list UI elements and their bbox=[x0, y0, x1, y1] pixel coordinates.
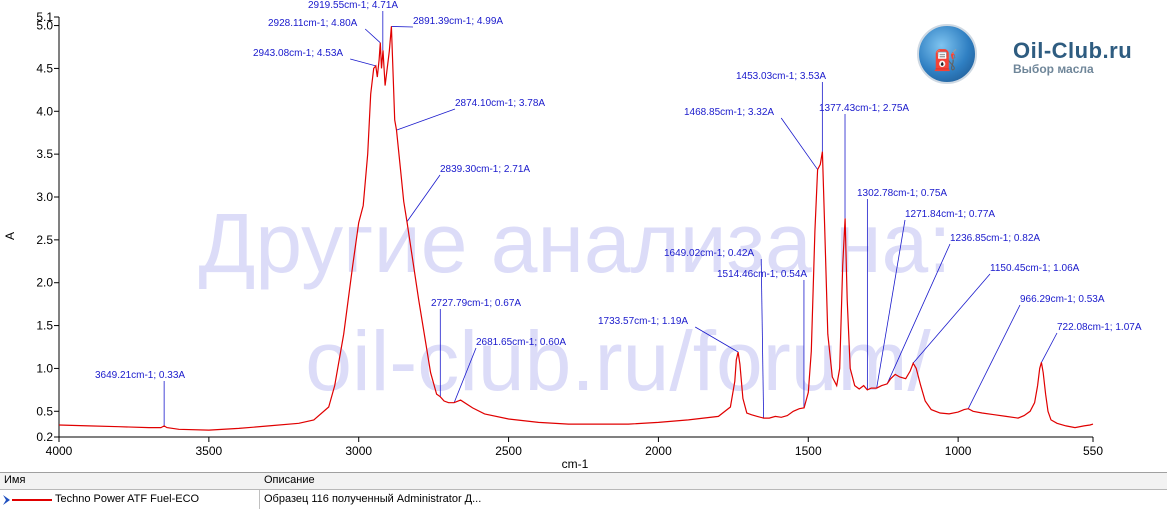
peak-label: 2919.55cm-1; 4.71A bbox=[308, 0, 398, 11]
legend-series-name: Techno Power ATF Fuel-ECO bbox=[55, 493, 200, 505]
peak-label: 3649.21cm-1; 0.33A bbox=[95, 370, 185, 381]
peak-leader-line bbox=[1041, 332, 1058, 363]
x-tick-label: 3500 bbox=[196, 444, 223, 458]
peak-leader-line bbox=[391, 26, 414, 28]
peak-label: 1302.78cm-1; 0.75A bbox=[857, 188, 947, 199]
x-axis-label: cm-1 bbox=[562, 457, 589, 471]
y-tick-label: 1.5 bbox=[36, 319, 53, 333]
peak-label: 1649.02cm-1; 0.42A bbox=[664, 248, 754, 259]
logo-emblem: ⛽ bbox=[917, 24, 977, 84]
y-tick-label: 0.2 bbox=[36, 430, 53, 444]
peak-label: 1468.85cm-1; 3.32A bbox=[684, 107, 774, 118]
column-header-description[interactable]: Описание bbox=[264, 474, 315, 486]
arrow-icon bbox=[3, 495, 10, 505]
x-tick-label: 1000 bbox=[945, 444, 972, 458]
peak-label: 1236.85cm-1; 0.82A bbox=[950, 233, 1040, 244]
peak-label: 966.29cm-1; 0.53A bbox=[1020, 294, 1105, 305]
peak-label: 2839.30cm-1; 2.71A bbox=[440, 164, 530, 175]
oil-club-logo: ⛽ Oil-Club.ru Выбор масла bbox=[917, 24, 1147, 84]
series-swatch bbox=[3, 495, 52, 505]
peak-annotations: 3649.21cm-1; 0.33A 2943.08cm-1; 4.53A 2928… bbox=[95, 0, 1142, 426]
x-tick-label: 2500 bbox=[495, 444, 522, 458]
peak-label: 2928.11cm-1; 4.80A bbox=[268, 18, 358, 29]
y-tick-label: 4.0 bbox=[36, 104, 53, 118]
y-axis-label: A bbox=[3, 232, 17, 240]
x-tick-label: 2000 bbox=[645, 444, 672, 458]
peak-leader-line bbox=[886, 243, 951, 385]
legend-table: Имя Описание Techno Power ATF Fuel-ECO О… bbox=[0, 472, 1167, 510]
logo-subtitle: Выбор масла bbox=[1013, 62, 1094, 76]
logo-title: Oil-Club.ru bbox=[1013, 38, 1133, 63]
peak-label: 1514.46cm-1; 0.54A bbox=[717, 269, 807, 280]
x-tick-label: 1500 bbox=[795, 444, 822, 458]
legend-row[interactable]: Techno Power ATF Fuel-ECO Образец 116 по… bbox=[0, 490, 1167, 508]
peak-leader-line bbox=[876, 219, 906, 389]
peak-leader-line bbox=[396, 108, 456, 131]
y-tick-label: 1.0 bbox=[36, 361, 53, 375]
y-tick-label: 2.0 bbox=[36, 276, 53, 290]
peak-label: 1377.43cm-1; 2.75A bbox=[819, 103, 909, 114]
y-tick-label: 0.5 bbox=[36, 404, 53, 418]
series-layer bbox=[58, 26, 1094, 431]
peak-label: 722.08cm-1; 1.07A bbox=[1057, 322, 1142, 333]
peak-label: 2727.79cm-1; 0.67A bbox=[431, 298, 521, 309]
y-tick-label: 4.5 bbox=[36, 61, 53, 75]
spectrum-chart: Другие анализа на: oil-club.ru/forum/ 40… bbox=[3, 0, 1142, 471]
peak-leader-line bbox=[694, 326, 739, 353]
peak-label: 2874.10cm-1; 3.78A bbox=[455, 98, 545, 109]
peak-label: 2891.39cm-1; 4.99A bbox=[413, 16, 503, 27]
peak-leader-line bbox=[406, 174, 441, 223]
column-separator bbox=[259, 473, 260, 509]
peak-leader-line bbox=[760, 258, 765, 419]
peak-label: 1150.45cm-1; 1.06A bbox=[990, 263, 1080, 274]
y-tick-label: 2.5 bbox=[36, 233, 53, 247]
peak-leader-line bbox=[780, 117, 818, 170]
peak-leader-line bbox=[967, 304, 1021, 409]
peak-label: 1453.03cm-1; 3.53A bbox=[736, 71, 826, 82]
peak-label: 1733.57cm-1; 1.19A bbox=[598, 316, 688, 327]
peak-leader-line bbox=[912, 273, 991, 364]
y-tick-label: 3.5 bbox=[36, 147, 53, 161]
series-line-techno-power bbox=[58, 26, 1094, 431]
x-tick-label: 550 bbox=[1083, 444, 1103, 458]
y-tick-label: 5.0 bbox=[36, 19, 53, 33]
x-tick-label: 4000 bbox=[46, 444, 73, 458]
column-header-name[interactable]: Имя bbox=[4, 474, 26, 486]
peak-label: 2943.08cm-1; 4.53A bbox=[253, 48, 343, 59]
x-tick-label: 3000 bbox=[345, 444, 372, 458]
legend-header: Имя Описание bbox=[0, 473, 1167, 490]
peak-leader-line bbox=[350, 58, 376, 67]
y-tick-label: 3.0 bbox=[36, 190, 53, 204]
oil-can-icon: ⛽ bbox=[933, 50, 958, 72]
legend-series-description: Образец 116 полученный Administrator Д..… bbox=[264, 493, 482, 505]
watermark-line-1: Другие анализа на: bbox=[198, 196, 951, 290]
watermark-line-2: oil-club.ru/forum/ bbox=[305, 314, 931, 408]
peak-label: 1271.84cm-1; 0.77A bbox=[905, 209, 995, 220]
axes: 4000 3500 3000 2500 2000 1500 1000 550 0.2 0.5 1.0… bbox=[36, 10, 1103, 458]
peak-label: 2681.65cm-1; 0.60A bbox=[476, 337, 566, 348]
peak-leader-line bbox=[453, 347, 477, 403]
y-tick-label: 5.1 bbox=[36, 10, 53, 24]
peak-leader-line bbox=[364, 28, 381, 44]
